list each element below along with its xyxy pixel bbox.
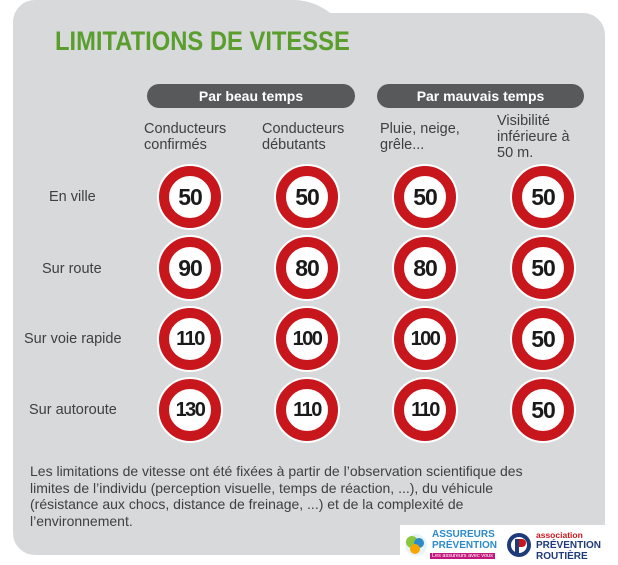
logo-text: association	[536, 530, 583, 540]
speed-value: 110	[411, 398, 440, 421]
group-header-bad-weather: Par mauvais temps	[377, 84, 584, 108]
partner-logos: ASSUREURS PRÉVENTION Les assureurs avec …	[400, 525, 612, 565]
speed-value: 50	[531, 325, 556, 352]
speed-sign: 90	[159, 237, 221, 299]
speed-sign: 50	[512, 166, 574, 228]
row-label-motorway: Sur autoroute	[29, 402, 117, 418]
speed-value: 100	[410, 327, 441, 350]
speed-sign: 50	[276, 166, 338, 228]
logo-text: PRÉVENTION	[432, 540, 498, 551]
logo-tagline: Les assureurs avec vous	[430, 553, 495, 559]
speed-sign: 50	[159, 166, 221, 228]
speed-sign: 50	[512, 237, 574, 299]
droplets-icon	[405, 534, 427, 556]
speed-value: 50	[531, 254, 556, 281]
speed-sign: 110	[159, 308, 221, 370]
speed-sign: 100	[394, 308, 456, 370]
road-p-icon	[507, 533, 531, 557]
footnote-text: Les limitations de vitesse ont été fixée…	[30, 463, 523, 529]
prevention-routiere-logo: association PRÉVENTION ROUTIÈRE	[506, 527, 612, 563]
speed-value: 110	[176, 327, 205, 350]
speed-value: 80	[413, 254, 438, 281]
speed-sign: 110	[276, 379, 338, 441]
speed-value: 110	[293, 398, 322, 421]
speed-value: 50	[413, 183, 438, 210]
column-header-novice: Conducteurs débutants	[262, 121, 345, 153]
speed-sign: 80	[394, 237, 456, 299]
speed-value: 50	[178, 183, 203, 210]
speed-sign: 110	[394, 379, 456, 441]
speed-value: 90	[178, 254, 203, 281]
column-header-low-visibility: Visibilité inférieure à 50 m.	[497, 113, 570, 161]
column-header-experienced: Conducteurs confirmés	[144, 121, 227, 153]
row-label-city: En ville	[49, 189, 96, 205]
speed-value: 80	[295, 254, 320, 281]
speed-sign: 100	[276, 308, 338, 370]
speed-sign: 130	[159, 379, 221, 441]
assureurs-prevention-logo: ASSUREURS PRÉVENTION Les assureurs avec …	[404, 527, 500, 563]
speed-sign: 50	[512, 379, 574, 441]
page-title: LIMITATIONS DE VITESSE	[55, 26, 350, 56]
speed-value: 100	[292, 327, 323, 350]
speed-sign: 80	[276, 237, 338, 299]
logo-text: ASSUREURS	[432, 529, 495, 540]
logo-text: ROUTIÈRE	[536, 551, 588, 562]
row-label-road: Sur route	[42, 261, 102, 277]
speed-sign: 50	[394, 166, 456, 228]
group-header-fair-weather: Par beau temps	[147, 84, 355, 108]
speed-sign: 50	[512, 308, 574, 370]
speed-value: 50	[295, 183, 320, 210]
speed-value: 50	[531, 183, 556, 210]
speed-value: 50	[531, 396, 556, 423]
column-header-rain: Pluie, neige, grêle...	[380, 121, 460, 153]
speed-value: 130	[175, 398, 206, 421]
logo-text: PRÉVENTION	[536, 540, 602, 551]
row-label-expressway: Sur voie rapide	[24, 331, 122, 347]
